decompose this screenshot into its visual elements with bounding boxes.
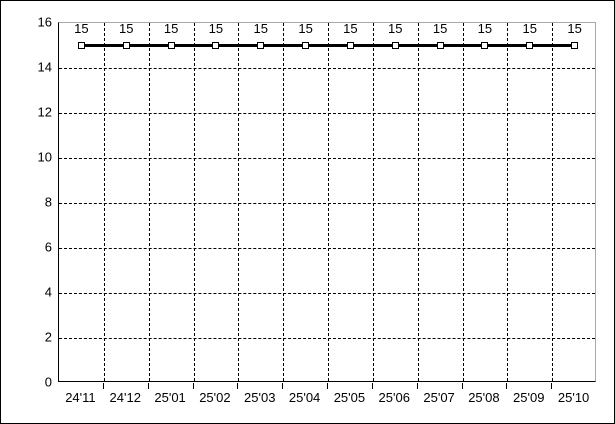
x-tick-mark [327, 383, 328, 389]
gridline-vertical [193, 23, 195, 381]
data-point-label: 15 [343, 20, 358, 36]
gridline-horizontal [59, 158, 595, 159]
data-point-marker [257, 42, 265, 49]
x-tick-mark [416, 383, 418, 389]
x-tick-label: 25'10 [557, 390, 590, 405]
gridline-horizontal [59, 113, 595, 114]
series-line-segment [126, 44, 172, 47]
series-line-segment [260, 44, 306, 47]
x-tick-mark [371, 383, 373, 389]
x-tick-mark [192, 383, 194, 389]
series-line-segment [171, 44, 216, 47]
gridline-vertical [238, 23, 240, 381]
series-line-segment [305, 44, 351, 47]
data-point-marker [77, 42, 85, 49]
y-tick-label: 8 [44, 194, 52, 210]
x-tick-mark [147, 383, 149, 389]
data-point-label: 15 [477, 20, 493, 36]
gridline-horizontal [59, 338, 595, 339]
gridline-vertical [148, 23, 150, 381]
y-tick-label: 4 [44, 284, 52, 300]
data-point-label: 15 [74, 20, 89, 36]
x-axis-tick-marks [58, 383, 596, 389]
y-tick-label: 14 [37, 59, 52, 75]
data-point-marker [346, 42, 354, 49]
series-line-segment [440, 44, 485, 47]
data-point-label: 15 [567, 20, 582, 36]
gridlines [59, 23, 595, 381]
data-point-marker [391, 42, 399, 49]
data-point-label: 15 [119, 20, 134, 36]
data-point-marker [571, 42, 579, 49]
y-tick-label: 0 [44, 374, 52, 390]
gridline-horizontal [59, 68, 595, 69]
y-axis: 0 2 4 6 8 10 12 14 16 [1, 16, 52, 389]
data-point-marker [212, 42, 220, 49]
x-tick-label: 25'05 [333, 390, 366, 405]
data-point-label: 15 [253, 20, 268, 36]
y-tick-label: 16 [37, 14, 52, 30]
gridline-horizontal [59, 203, 595, 204]
gridline-vertical [103, 23, 105, 381]
data-point-label: 15 [163, 20, 179, 36]
x-axis: 24'11 24'12 25'01 25'02 25'03 25'04 25'05 25'06… [58, 390, 596, 411]
gridline-vertical [507, 23, 509, 381]
x-tick-label: 25'03 [244, 390, 276, 405]
data-point-marker [167, 42, 175, 49]
x-tick-label: 25'07 [423, 390, 455, 405]
x-tick-mark [506, 383, 508, 389]
data-point-marker [122, 42, 130, 49]
data-point-label: 15 [432, 20, 448, 36]
x-tick-mark [551, 383, 553, 389]
y-tick-label: 10 [37, 149, 52, 165]
series-line-segment [484, 44, 530, 47]
series-line-segment [395, 44, 441, 47]
gridline-horizontal [59, 293, 595, 294]
gridline-horizontal [59, 248, 595, 249]
y-tick-label: 6 [44, 239, 52, 255]
gridline-vertical [462, 23, 464, 381]
x-tick-label: 25'02 [199, 390, 231, 405]
gridline-vertical [372, 23, 374, 381]
data-point-label: 15 [388, 20, 403, 36]
x-tick-label: 25'08 [468, 390, 500, 405]
x-tick-label: 25'06 [378, 390, 410, 405]
data-point-label: 15 [298, 20, 313, 36]
plot-area: 15 15 15 15 15 15 15 15 15 15 15 15 [58, 22, 596, 382]
gridline-vertical [417, 23, 419, 381]
x-tick-mark [282, 383, 284, 389]
data-point-label: 15 [208, 20, 224, 36]
x-tick-label: 24'12 [109, 390, 141, 405]
x-tick-mark [102, 383, 104, 389]
gridline-vertical [552, 23, 554, 381]
gridline-vertical [328, 23, 329, 381]
data-point-marker [302, 42, 310, 49]
x-tick-label: 25'09 [513, 390, 545, 405]
series-line-segment [215, 44, 261, 47]
series-line-segment [529, 44, 575, 47]
data-point-marker [481, 42, 489, 49]
x-tick-label: 24'11 [65, 390, 96, 405]
series-line-segment [350, 44, 396, 47]
x-tick-mark [237, 383, 239, 389]
x-tick-mark [461, 383, 463, 389]
data-point-label: 15 [522, 20, 537, 36]
x-tick-label: 25'04 [288, 390, 321, 405]
series-layer: 15 15 15 15 15 15 15 15 15 15 15 15 [59, 20, 595, 381]
gridline-vertical [283, 23, 285, 381]
y-tick-label: 12 [37, 104, 52, 120]
series-line-segment [81, 44, 127, 47]
data-point-marker [436, 42, 444, 49]
data-point-marker [526, 42, 534, 49]
x-tick-label: 25'01 [154, 390, 186, 405]
y-tick-label: 2 [44, 329, 52, 345]
